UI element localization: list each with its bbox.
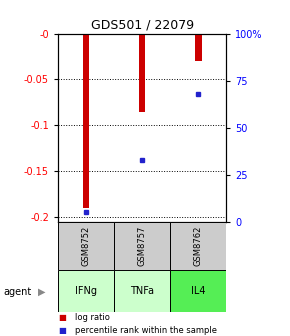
Title: GDS501 / 22079: GDS501 / 22079 [90, 18, 194, 31]
Bar [195, 34, 202, 61]
Text: GSM8757: GSM8757 [137, 226, 147, 266]
Text: ■: ■ [58, 313, 66, 322]
Text: IFNg: IFNg [75, 287, 97, 296]
Bar [83, 34, 89, 208]
Text: TNFa: TNFa [130, 287, 154, 296]
Bar [170, 222, 226, 270]
Text: log ratio: log ratio [75, 313, 110, 322]
Text: GSM8752: GSM8752 [81, 226, 90, 266]
Text: ■: ■ [58, 327, 66, 335]
Bar [170, 270, 226, 312]
Bar [114, 222, 170, 270]
Bar [139, 34, 146, 112]
Text: agent: agent [3, 287, 31, 297]
Text: ▶: ▶ [38, 287, 45, 297]
Bar [58, 222, 114, 270]
Text: percentile rank within the sample: percentile rank within the sample [75, 327, 218, 335]
Bar [58, 270, 114, 312]
Bar [114, 270, 170, 312]
Text: IL4: IL4 [191, 287, 205, 296]
Text: GSM8762: GSM8762 [194, 226, 203, 266]
